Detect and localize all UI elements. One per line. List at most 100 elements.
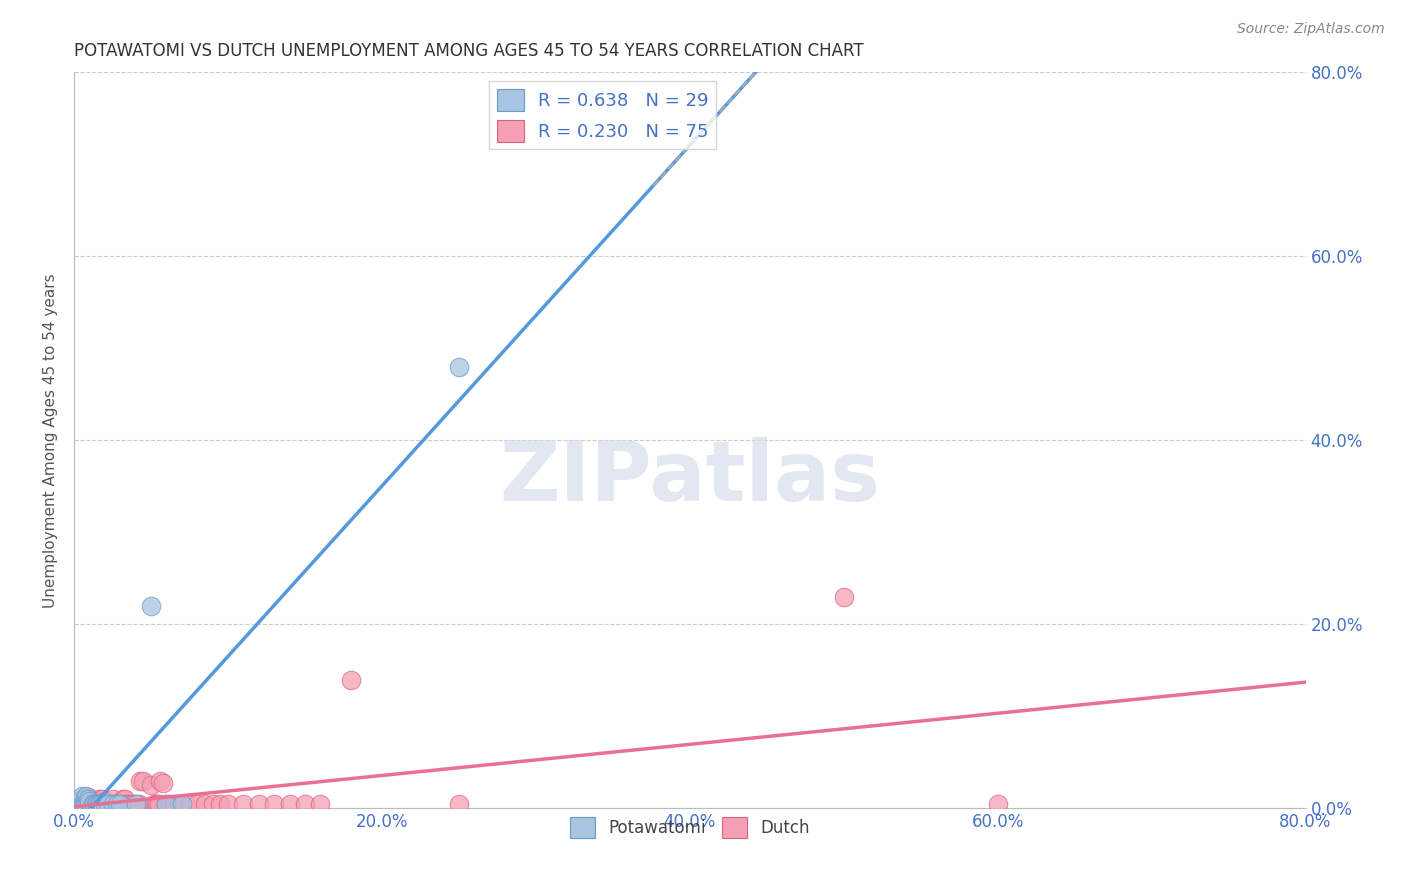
Point bbox=[155, 797, 177, 811]
Point bbox=[148, 797, 170, 811]
Point bbox=[67, 797, 90, 811]
Point bbox=[987, 797, 1010, 811]
Point bbox=[340, 673, 363, 687]
Point bbox=[84, 797, 107, 811]
Point bbox=[149, 773, 172, 788]
Point bbox=[278, 797, 301, 811]
Point bbox=[63, 801, 86, 815]
Point bbox=[186, 797, 208, 811]
Point bbox=[104, 797, 127, 811]
Point bbox=[73, 794, 96, 808]
Point bbox=[80, 797, 103, 811]
Point bbox=[75, 797, 97, 811]
Point bbox=[82, 797, 104, 811]
Point bbox=[110, 797, 132, 811]
Point bbox=[447, 797, 470, 811]
Point bbox=[84, 797, 107, 811]
Point bbox=[90, 792, 112, 806]
Point bbox=[82, 797, 104, 811]
Point bbox=[217, 797, 239, 811]
Point bbox=[63, 801, 86, 815]
Point bbox=[145, 797, 167, 811]
Point bbox=[155, 797, 177, 811]
Point bbox=[87, 797, 110, 811]
Point bbox=[79, 794, 101, 808]
Point bbox=[146, 797, 169, 811]
Point bbox=[72, 792, 94, 806]
Point bbox=[139, 779, 162, 793]
Point bbox=[101, 792, 124, 806]
Point bbox=[72, 797, 94, 811]
Point bbox=[90, 797, 112, 811]
Point bbox=[98, 797, 121, 811]
Point bbox=[97, 797, 120, 811]
Point bbox=[117, 797, 139, 811]
Point bbox=[69, 797, 91, 811]
Legend: Potawatomi, Dutch: Potawatomi, Dutch bbox=[562, 811, 817, 844]
Point bbox=[170, 797, 193, 811]
Point bbox=[79, 797, 101, 811]
Point bbox=[83, 797, 105, 811]
Point bbox=[167, 797, 190, 811]
Point bbox=[112, 792, 135, 806]
Point bbox=[163, 797, 186, 811]
Point bbox=[447, 359, 470, 374]
Point bbox=[83, 797, 105, 811]
Point bbox=[170, 797, 193, 811]
Point bbox=[143, 797, 166, 811]
Point bbox=[70, 789, 93, 804]
Point bbox=[152, 775, 174, 789]
Point bbox=[77, 792, 100, 806]
Point bbox=[124, 797, 146, 811]
Point bbox=[90, 797, 112, 811]
Point bbox=[86, 797, 108, 811]
Point bbox=[94, 797, 117, 811]
Point bbox=[247, 797, 270, 811]
Point bbox=[75, 789, 97, 803]
Point bbox=[105, 797, 128, 811]
Point bbox=[73, 792, 96, 806]
Point bbox=[129, 773, 152, 788]
Point bbox=[86, 797, 108, 811]
Point bbox=[114, 792, 136, 806]
Point bbox=[70, 792, 93, 806]
Point bbox=[209, 797, 232, 811]
Point bbox=[124, 797, 146, 811]
Point bbox=[105, 797, 128, 811]
Point bbox=[66, 797, 89, 811]
Point bbox=[77, 797, 100, 811]
Point bbox=[70, 792, 93, 806]
Point bbox=[87, 792, 110, 806]
Point bbox=[121, 797, 143, 811]
Point bbox=[83, 794, 105, 808]
Point bbox=[75, 797, 97, 811]
Point bbox=[96, 797, 118, 811]
Point bbox=[263, 797, 285, 811]
Point bbox=[79, 794, 101, 808]
Point bbox=[89, 797, 111, 811]
Text: ZIPatlas: ZIPatlas bbox=[499, 437, 880, 517]
Point bbox=[94, 794, 117, 808]
Y-axis label: Unemployment Among Ages 45 to 54 years: Unemployment Among Ages 45 to 54 years bbox=[44, 273, 58, 607]
Point bbox=[79, 797, 101, 811]
Point bbox=[309, 797, 332, 811]
Point bbox=[194, 797, 217, 811]
Point bbox=[73, 797, 96, 811]
Text: POTAWATOMI VS DUTCH UNEMPLOYMENT AMONG AGES 45 TO 54 YEARS CORRELATION CHART: POTAWATOMI VS DUTCH UNEMPLOYMENT AMONG A… bbox=[75, 42, 863, 60]
Point bbox=[73, 797, 96, 811]
Point bbox=[139, 599, 162, 613]
Point bbox=[179, 797, 201, 811]
Point bbox=[128, 797, 150, 811]
Point bbox=[232, 797, 254, 811]
Point bbox=[75, 797, 97, 811]
Point bbox=[72, 797, 94, 811]
Point bbox=[294, 797, 316, 811]
Point bbox=[89, 797, 111, 811]
Point bbox=[132, 773, 155, 788]
Point bbox=[118, 797, 141, 811]
Point bbox=[77, 790, 100, 805]
Point bbox=[97, 797, 120, 811]
Point bbox=[67, 794, 90, 808]
Point bbox=[832, 590, 855, 604]
Point bbox=[201, 797, 224, 811]
